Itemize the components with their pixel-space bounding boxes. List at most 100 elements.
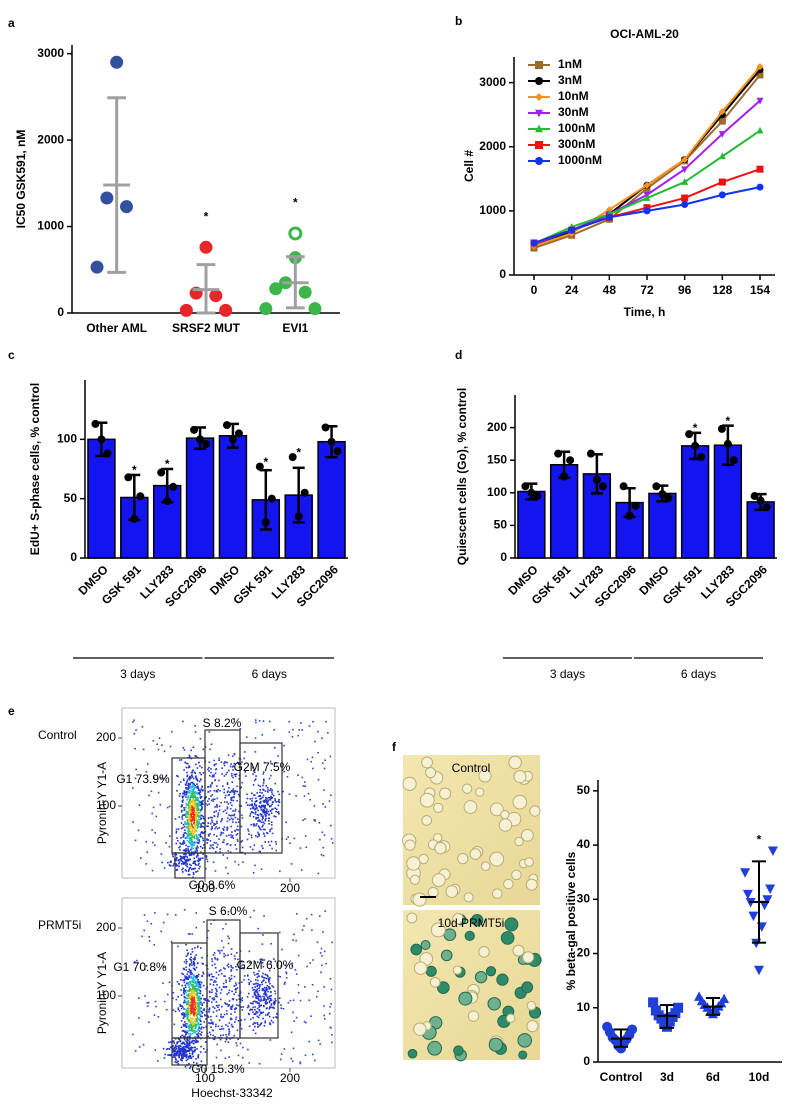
cell-event	[181, 828, 183, 830]
cell-event	[197, 1023, 199, 1025]
cell-event	[241, 782, 243, 784]
cell-event	[265, 800, 267, 802]
cell-event	[188, 820, 190, 822]
cell-event	[269, 1022, 271, 1024]
cell-event	[182, 818, 184, 820]
y-axis-label: % beta-gal positive cells	[564, 851, 578, 990]
cell-event	[278, 799, 280, 801]
cell-event	[221, 761, 223, 763]
cell-event	[201, 1032, 203, 1034]
cell-event	[187, 834, 189, 836]
cell-event	[194, 771, 196, 773]
cell-event	[192, 819, 194, 821]
cell-event	[224, 968, 226, 970]
cell-event	[199, 981, 201, 983]
cell-event	[233, 993, 235, 995]
cell-event	[271, 803, 273, 805]
cell-event	[287, 776, 289, 778]
cell-event	[212, 1035, 214, 1037]
cell-event	[235, 1019, 237, 1021]
cell-event	[220, 834, 222, 836]
cell-event	[304, 986, 306, 988]
cell-event	[197, 847, 199, 849]
cell	[513, 795, 527, 809]
cell-event	[231, 967, 233, 969]
cell-event	[253, 825, 255, 827]
panel-letter: e	[8, 704, 15, 718]
cell-event	[261, 809, 263, 811]
cell-event	[186, 990, 188, 992]
cell-event	[263, 977, 265, 979]
cell-event	[207, 822, 209, 824]
cell-event	[189, 988, 191, 990]
cell-event	[151, 829, 153, 831]
cell-event	[261, 984, 263, 986]
data-point	[100, 192, 113, 205]
cell-event	[189, 797, 191, 799]
cell-event	[196, 967, 198, 969]
cell-event	[228, 787, 230, 789]
cell-event	[225, 1024, 227, 1026]
cell-event	[267, 800, 269, 802]
cell-event	[203, 1027, 205, 1029]
panel-letter: b	[455, 14, 462, 28]
cell-event	[180, 1036, 182, 1038]
cell-event	[150, 923, 152, 925]
cell-event	[196, 797, 198, 799]
cell-event	[290, 1058, 292, 1060]
cell-event	[200, 779, 202, 781]
cell-event	[212, 961, 214, 963]
cell	[488, 998, 500, 1010]
cell-event	[230, 1013, 232, 1015]
cell-event	[266, 810, 268, 812]
cell-event	[194, 965, 196, 967]
cell-event	[231, 975, 233, 977]
cell-event	[255, 778, 257, 780]
cell-event	[194, 805, 196, 807]
cell-event	[260, 998, 262, 1000]
cell-event	[213, 981, 215, 983]
cell-event	[219, 970, 221, 972]
cell-event	[177, 1061, 179, 1063]
cell-event	[199, 772, 201, 774]
cell-event	[253, 983, 255, 985]
cell-event	[186, 1057, 188, 1059]
cell-event	[269, 831, 271, 833]
cell-event	[211, 979, 213, 981]
cell-event	[181, 1043, 183, 1045]
cell-event	[198, 858, 200, 860]
cell-event	[212, 965, 214, 967]
data-point	[334, 447, 342, 455]
cell-event	[181, 804, 183, 806]
cell-event	[211, 800, 213, 802]
cell-event	[183, 993, 185, 995]
cell-event	[192, 991, 194, 993]
cell-event	[227, 784, 229, 786]
cell-event	[244, 975, 246, 977]
cell-event	[196, 808, 198, 810]
cell-event	[256, 990, 258, 992]
cell-event	[177, 840, 179, 842]
cell-event	[302, 929, 304, 931]
cell-event	[253, 1029, 255, 1031]
cell-event	[262, 815, 264, 817]
cell-event	[200, 834, 202, 836]
cell-event	[207, 800, 209, 802]
cell-event	[318, 873, 320, 875]
cell-event	[271, 828, 273, 830]
cell-event	[223, 792, 225, 794]
data-point	[765, 884, 775, 894]
cell-event	[330, 794, 332, 796]
data-point	[763, 503, 771, 511]
cell-event	[304, 818, 306, 820]
cell-event	[296, 913, 298, 915]
cell-event	[184, 749, 186, 751]
cell-event	[228, 938, 230, 940]
cell-event	[296, 973, 298, 975]
cell-event	[181, 816, 183, 818]
cell-event	[215, 842, 217, 844]
cell-event	[305, 1054, 307, 1056]
cell-event	[312, 757, 314, 759]
cell-event	[258, 1004, 260, 1006]
cell-event	[189, 784, 191, 786]
